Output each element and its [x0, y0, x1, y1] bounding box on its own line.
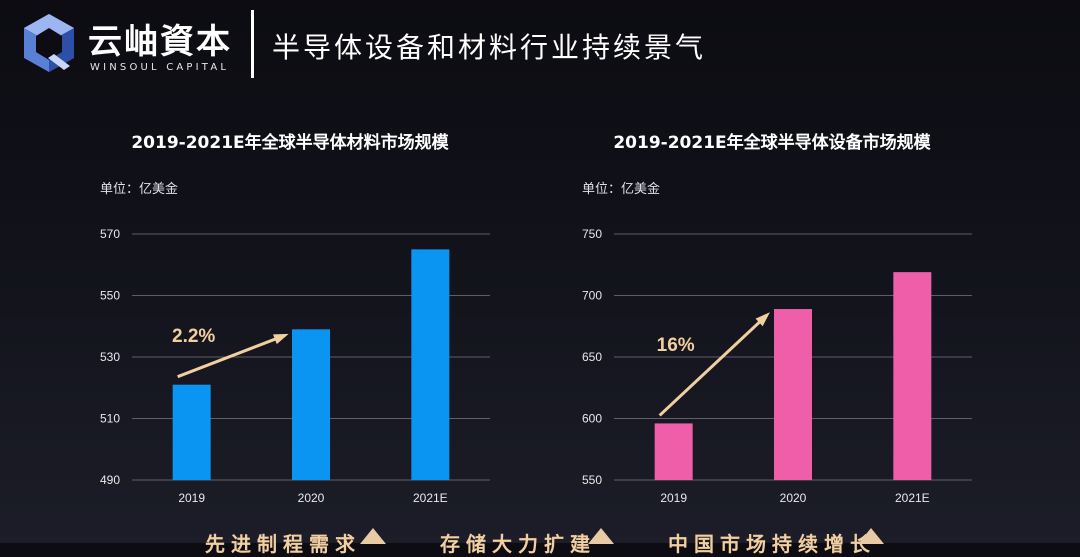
y-tick-label: 600 — [582, 412, 602, 426]
growth-rate-label: 2.2% — [172, 326, 215, 347]
materials-chart-plot: 490 510 530 550 570 2019 2020 2021E 2.2% — [100, 227, 490, 505]
chart-title: 2019-2021E年全球半导体设备市场规模 — [613, 133, 931, 153]
y-tick-label: 570 — [100, 227, 120, 241]
brand-name-cn: 云岫資本 — [88, 22, 232, 62]
y-tick-label: 490 — [100, 473, 120, 487]
x-tick-label: 2021E — [413, 491, 448, 505]
x-tick-label: 2020 — [298, 491, 325, 505]
winsoul-logo-icon — [24, 14, 74, 72]
header-divider — [251, 10, 254, 78]
chart-title: 2019-2021E年全球半导体材料市场规模 — [131, 133, 449, 153]
triangle-marker-icon — [858, 528, 884, 544]
bar-2020 — [292, 329, 330, 480]
x-tick-label: 2020 — [780, 491, 807, 505]
unit-label: 单位：亿美金 — [100, 182, 179, 197]
y-tick-label: 550 — [100, 289, 120, 303]
brand-name-en: WINSOUL CAPITAL — [90, 62, 230, 73]
y-tick-label: 750 — [582, 227, 602, 241]
header: 云岫資本 WINSOUL CAPITAL 半导体设备和材料行业持续景气 — [0, 0, 1080, 90]
x-tick-label: 2019 — [660, 491, 687, 505]
triangle-marker-icon — [360, 528, 386, 544]
bar-2019 — [172, 384, 211, 480]
bar-2021E — [411, 249, 450, 480]
equipment-chart-plot: 550 600 650 700 750 2019 2020 2021E 16% — [582, 227, 972, 505]
x-tick-label: 2021E — [895, 491, 930, 505]
y-tick-label: 530 — [100, 350, 120, 364]
x-tick-label: 2019 — [178, 491, 205, 505]
growth-arrow-line — [177, 333, 286, 379]
unit-label: 单位：亿美金 — [582, 182, 661, 197]
materials-market-chart: 2019-2021E年全球半导体材料市场规模 单位：亿美金 490 510 530 5… — [90, 120, 490, 520]
y-tick-label: 650 — [582, 350, 602, 364]
equipment-market-chart: 2019-2021E年全球半导体设备市场规模 单位：亿美金 550 600 650 7… — [572, 120, 972, 520]
bar-2020 — [774, 309, 812, 480]
growth-arrow-line — [658, 313, 769, 417]
bar-2021E — [893, 272, 932, 480]
y-tick-label: 510 — [100, 412, 120, 426]
triangle-marker-icon — [588, 528, 614, 544]
growth-rate-label: 16% — [657, 335, 695, 356]
y-tick-label: 550 — [582, 473, 602, 487]
y-tick-label: 700 — [582, 289, 602, 303]
growth-arrow-head-icon — [755, 312, 770, 327]
page-title: 半导体设备和材料行业持续景气 — [272, 31, 707, 64]
growth-arrow-head-icon — [273, 333, 289, 345]
bar-2019 — [654, 423, 693, 480]
